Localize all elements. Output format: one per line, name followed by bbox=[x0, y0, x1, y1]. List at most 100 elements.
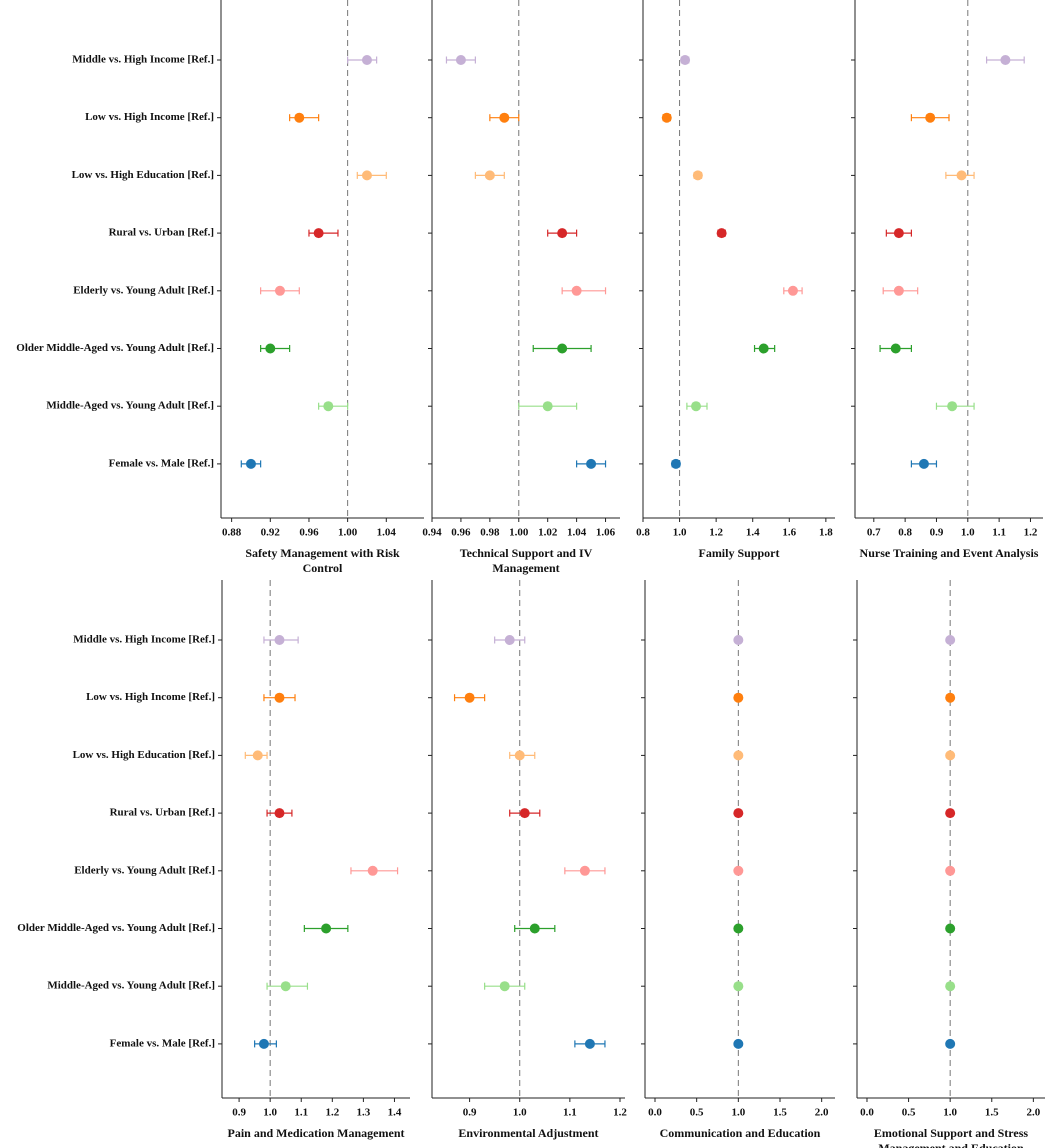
x-tick-label: 0.5 bbox=[902, 1107, 916, 1119]
point bbox=[499, 981, 510, 992]
x-tick-label: 1.0 bbox=[513, 1107, 527, 1119]
x-tick-label: 1.2 bbox=[1024, 527, 1038, 539]
point bbox=[945, 865, 956, 876]
x-tick-label: 0.0 bbox=[648, 1107, 662, 1119]
point bbox=[361, 55, 372, 65]
x-tick-label: 1.6 bbox=[782, 527, 796, 539]
point bbox=[733, 1038, 744, 1049]
point bbox=[514, 750, 525, 761]
point bbox=[504, 635, 515, 645]
x-tick-label: 1.06 bbox=[596, 527, 616, 539]
x-tick-label: 1.04 bbox=[567, 527, 587, 539]
point bbox=[945, 923, 956, 934]
category-label: Middle-Aged vs. Young Adult [Ref.] bbox=[47, 980, 215, 992]
point bbox=[245, 458, 256, 469]
point bbox=[691, 401, 702, 412]
point bbox=[265, 343, 276, 354]
point bbox=[945, 808, 956, 819]
x-tick-label: 1.5 bbox=[773, 1107, 787, 1119]
x-tick-label: 0.5 bbox=[690, 1107, 704, 1119]
x-tick-label: 1.8 bbox=[819, 527, 833, 539]
point bbox=[925, 112, 936, 123]
point bbox=[258, 1038, 269, 1049]
point bbox=[733, 692, 744, 703]
point bbox=[557, 228, 568, 239]
x-tick-label: 1.04 bbox=[377, 527, 397, 539]
category-label: Female vs. Male [Ref.] bbox=[109, 457, 214, 469]
point bbox=[579, 865, 590, 876]
point bbox=[464, 692, 475, 703]
axis-title: Communication and Education bbox=[659, 1126, 821, 1140]
point bbox=[692, 170, 703, 181]
category-label: Rural vs. Urban [Ref.] bbox=[110, 807, 215, 819]
point bbox=[733, 981, 744, 992]
x-tick-label: 1.2 bbox=[613, 1107, 627, 1119]
category-label: Older Middle-Aged vs. Young Adult [Ref.] bbox=[17, 922, 215, 934]
point bbox=[519, 808, 530, 819]
x-tick-label: 1.0 bbox=[673, 527, 687, 539]
x-tick-label: 1.4 bbox=[388, 1107, 402, 1119]
x-tick-label: 0.88 bbox=[222, 527, 242, 539]
point bbox=[733, 923, 744, 934]
category-label: Low vs. High Income [Ref.] bbox=[85, 111, 214, 123]
point bbox=[1000, 55, 1011, 65]
category-label: Middle vs. High Income [Ref.] bbox=[72, 54, 214, 66]
x-tick-label: 0.9 bbox=[930, 527, 944, 539]
point bbox=[323, 401, 334, 412]
x-tick-label: 0.0 bbox=[860, 1107, 874, 1119]
x-tick-label: 0.96 bbox=[299, 527, 319, 539]
point bbox=[733, 865, 744, 876]
x-tick-label: 0.9 bbox=[463, 1107, 477, 1119]
x-tick-label: 0.8 bbox=[898, 527, 912, 539]
point bbox=[557, 343, 568, 354]
category-label: Elderly vs. Young Adult [Ref.] bbox=[73, 284, 214, 296]
x-tick-label: 1.2 bbox=[325, 1107, 339, 1119]
point bbox=[733, 635, 744, 645]
point bbox=[733, 750, 744, 761]
point bbox=[274, 808, 285, 819]
point bbox=[313, 228, 324, 239]
point bbox=[499, 112, 510, 123]
category-label: Female vs. Male [Ref.] bbox=[110, 1037, 215, 1049]
point bbox=[945, 750, 956, 761]
point bbox=[484, 170, 495, 181]
point bbox=[361, 170, 372, 181]
point bbox=[733, 808, 744, 819]
x-tick-label: 1.0 bbox=[263, 1107, 277, 1119]
x-tick-label: 0.8 bbox=[636, 527, 650, 539]
point bbox=[758, 343, 769, 354]
category-label: Low vs. High Education [Ref.] bbox=[72, 169, 214, 181]
axis-title: Pain and Medication Management bbox=[227, 1126, 405, 1140]
category-label: Rural vs. Urban [Ref.] bbox=[109, 227, 214, 239]
point bbox=[890, 343, 901, 354]
point bbox=[716, 228, 727, 239]
point bbox=[455, 55, 466, 65]
axis-title: Nurse Training and Event Analysis bbox=[859, 546, 1039, 560]
x-tick-label: 0.9 bbox=[232, 1107, 246, 1119]
point bbox=[367, 865, 378, 876]
x-tick-label: 1.3 bbox=[357, 1107, 371, 1119]
point bbox=[280, 981, 291, 992]
axis-title: Family Support bbox=[698, 546, 780, 560]
x-tick-label: 0.7 bbox=[867, 527, 881, 539]
category-label: Low vs. High Income [Ref.] bbox=[86, 691, 215, 703]
point bbox=[787, 285, 798, 296]
x-tick-label: 2.0 bbox=[1026, 1107, 1040, 1119]
point bbox=[918, 458, 929, 469]
point bbox=[542, 401, 553, 412]
category-label: Low vs. High Education [Ref.] bbox=[73, 749, 215, 761]
point bbox=[947, 401, 958, 412]
point bbox=[294, 112, 305, 123]
x-tick-label: 0.94 bbox=[422, 527, 442, 539]
x-tick-label: 1.0 bbox=[961, 527, 975, 539]
axis-title: Safety Management with Risk Control bbox=[245, 546, 400, 575]
point bbox=[584, 1038, 595, 1049]
x-tick-label: 1.00 bbox=[338, 527, 358, 539]
point bbox=[252, 750, 263, 761]
x-tick-label: 0.92 bbox=[261, 527, 281, 539]
point bbox=[893, 228, 904, 239]
x-tick-label: 1.0 bbox=[731, 1107, 745, 1119]
x-tick-label: 1.0 bbox=[943, 1107, 957, 1119]
